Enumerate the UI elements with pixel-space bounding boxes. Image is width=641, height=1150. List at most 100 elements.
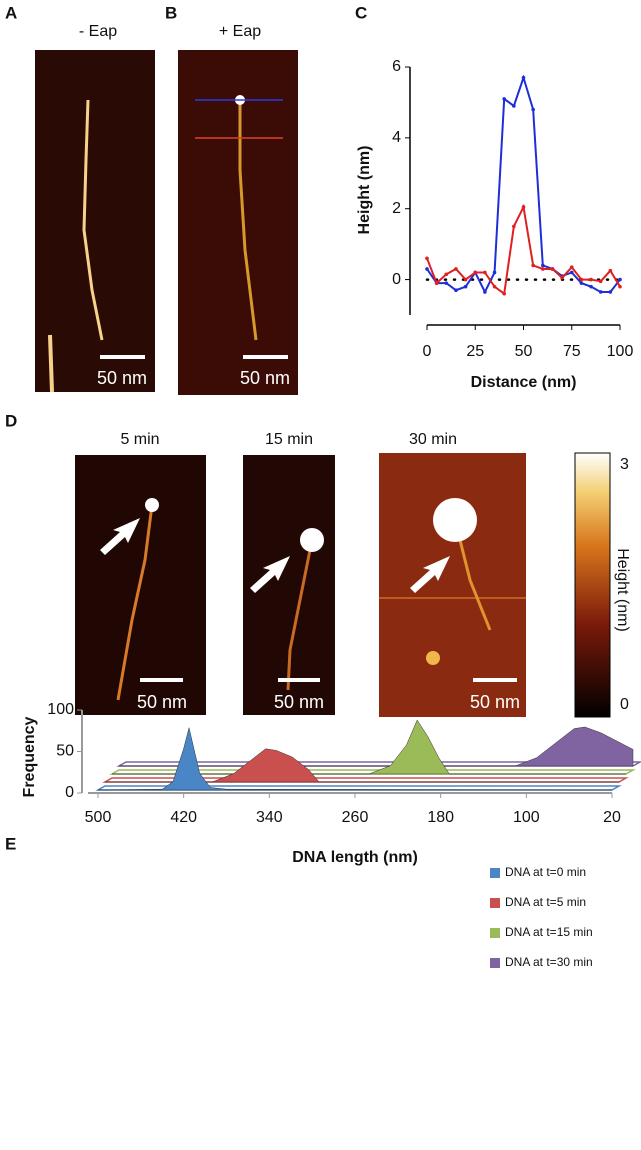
scale-bar-label: 50 nm [137,692,187,712]
data-point [502,97,507,101]
x-tick-label: 100 [513,809,540,826]
data-point [463,277,468,282]
data-point [618,277,622,282]
area [105,748,619,783]
panel-label: A [5,3,17,22]
scale-bar-label: 50 nm [274,692,324,712]
y-tick-label: 2 [392,200,401,217]
x-tick-label: 20 [603,809,621,826]
data-point [473,270,478,275]
arrow [100,518,140,555]
legend-label: DNA at t=5 min [505,895,586,909]
data-point [569,270,574,275]
dna-strand [458,539,492,631]
x-axis-title: DNA length (nm) [292,849,418,866]
data-point [454,267,458,271]
x-tick-label: 340 [256,809,283,826]
data-point [598,279,603,284]
legend-swatch [490,928,500,938]
series-line [426,74,621,295]
image-title: 5 min [120,431,159,448]
colorbar-label: Height (nm) [614,548,631,632]
data-point [434,281,439,285]
data-point [579,277,584,282]
panel-label: C [355,3,367,22]
image-title: - Eap [79,23,117,40]
image-title: 15 min [265,431,313,448]
data-point [425,267,429,271]
data-point [521,205,526,209]
data-point [492,284,497,289]
data-point [541,263,545,268]
eap-blob [300,528,324,552]
image-title: + Eap [219,23,261,40]
particle [426,651,440,665]
data-point [560,276,564,280]
afm-image [379,453,526,717]
data-point [589,284,593,289]
dna-strand [82,99,104,341]
data-point [492,270,497,275]
dna-strand [116,504,154,701]
panel-label: E [5,834,16,853]
data-point [512,104,516,108]
x-tick-label: 25 [466,343,484,360]
x-tick-label: 420 [170,809,197,826]
data-point [483,270,487,275]
panel-label: D [5,411,17,430]
y-tick-label: 6 [392,58,401,75]
legend-label: DNA at t=0 min [505,865,586,879]
x-axis-title: Distance (nm) [471,374,577,391]
y-axis-title: Frequency [21,716,38,797]
area [97,727,613,791]
y-axis-title: Height (nm) [356,146,373,235]
x-tick-label: 75 [563,343,581,360]
data-point [598,290,603,294]
data-point [608,268,613,273]
data-point [550,267,555,271]
data-point [541,267,545,271]
afm-image [35,50,155,392]
colorbar [574,452,611,718]
x-tick-label: 0 [423,343,432,360]
data-point [425,256,429,261]
data-point [521,75,526,80]
legend-swatch [490,958,500,968]
y-tick-label: 0 [392,271,401,288]
y-tick-label: 50 [56,743,74,760]
arrow [250,556,290,593]
legend-label: DNA at t=30 min [505,955,593,969]
data-point [589,277,593,282]
area [112,719,626,775]
scale-bar-label: 50 nm [97,368,147,388]
legend-swatch [490,868,500,878]
dna-strand [238,100,258,341]
legend-swatch [490,898,500,908]
x-tick-label: 260 [342,809,369,826]
data-point [454,288,458,293]
eap-blob [145,498,159,512]
afm-image [178,50,298,395]
x-tick-label: 500 [85,809,112,826]
panel-label: B [165,3,177,22]
y-tick-label: 0 [65,784,74,801]
data-point [531,107,535,112]
data-point [444,281,449,285]
data-point [483,290,487,294]
colorbar-tick-label: 0 [620,696,629,713]
data-point [618,284,622,289]
scale-bar-label: 50 nm [240,368,290,388]
x-tick-label: 50 [515,343,533,360]
image-title: 30 min [409,431,457,448]
data-point [502,291,507,296]
colorbar-tick-label: 3 [620,456,629,473]
data-point [512,224,516,229]
eap-blob [433,498,477,542]
data-point [531,263,535,268]
data-point [579,281,584,285]
arrow [410,556,450,593]
legend-label: DNA at t=15 min [505,925,593,939]
x-tick-label: 180 [427,809,454,826]
area [119,726,634,767]
